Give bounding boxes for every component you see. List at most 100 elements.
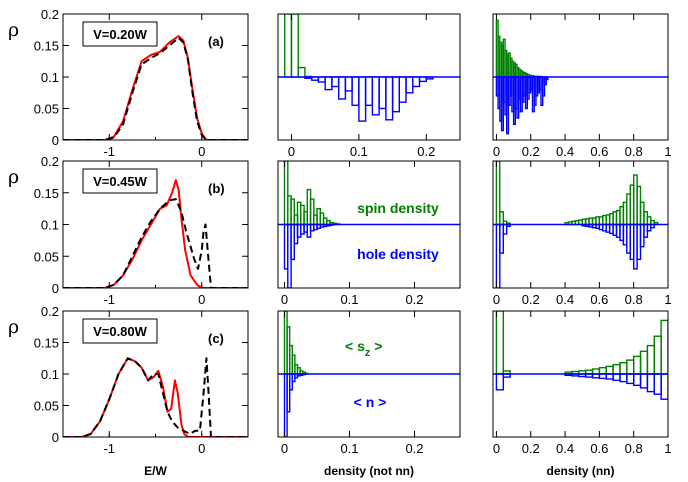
panel-label: (a) bbox=[208, 34, 224, 49]
sz-annotation: < sz > bbox=[345, 338, 382, 359]
panel-label: (b) bbox=[208, 181, 225, 196]
x-tick-label: 0.1 bbox=[340, 292, 358, 307]
plot-frame bbox=[277, 160, 461, 289]
panel-a-data bbox=[63, 35, 248, 140]
plot-frame bbox=[492, 160, 669, 289]
hole-density-bar bbox=[639, 373, 649, 389]
x-tick-label: 1 bbox=[664, 292, 671, 307]
panel-a-density-not-nn: 0 0.1 0.2 bbox=[277, 13, 461, 159]
x-tick-label: 0.4 bbox=[556, 292, 574, 307]
x-tick-label: 0.2 bbox=[405, 292, 423, 307]
y-axis-label: ρ bbox=[8, 166, 19, 188]
v-label-box bbox=[82, 318, 158, 344]
x-tick-label: 0.4 bbox=[556, 144, 574, 159]
x-tick-label: 0.2 bbox=[405, 441, 423, 456]
x-tick-label: 0.4 bbox=[556, 441, 574, 456]
hole-density-bar bbox=[358, 76, 367, 122]
spin-density-bar bbox=[284, 14, 293, 78]
y-tick-label: 0.15 bbox=[34, 336, 59, 351]
black-dashed-curve bbox=[63, 198, 248, 288]
panel-a: -1 0 0 0.05 0.1 0.15 0.2 ρ V=0.20W (a) bbox=[8, 7, 249, 159]
y-tick-label: 0.1 bbox=[41, 218, 59, 233]
panel-c-density-nn-data bbox=[493, 311, 668, 400]
x-axis-label: density (not nn) bbox=[324, 464, 414, 478]
y-tick-label: 0.2 bbox=[41, 7, 59, 22]
panel-b-data bbox=[63, 179, 248, 288]
red-solid-curve bbox=[63, 357, 248, 437]
hole-density-bar bbox=[660, 373, 668, 400]
y-tick-label: 0.15 bbox=[34, 186, 59, 201]
panel-c-density-not-nn-data bbox=[278, 311, 460, 437]
hole-density-bar bbox=[378, 76, 387, 110]
x-tick-label: 0.2 bbox=[417, 144, 435, 159]
x-tick-label: 0.6 bbox=[590, 441, 608, 456]
spin-density-annotation: spin density bbox=[357, 200, 439, 216]
x-tick-label: 1 bbox=[664, 441, 671, 456]
v-label-box bbox=[82, 21, 158, 47]
panel-b-density-not-nn: 0 0.1 0.2 spin density hole density bbox=[277, 160, 461, 307]
x-axis-label: E/W bbox=[144, 464, 167, 478]
v-label: V=0.45W bbox=[93, 174, 148, 189]
panel-c-data bbox=[63, 357, 248, 437]
y-axis-label: ρ bbox=[8, 316, 19, 338]
hole-density-annotation: hole density bbox=[357, 246, 439, 262]
red-solid-curve bbox=[63, 35, 248, 140]
spin-density-bar bbox=[639, 350, 649, 375]
hole-density-bar bbox=[391, 76, 401, 113]
black-dashed-curve bbox=[63, 36, 248, 140]
y-tick-label: 0.15 bbox=[34, 39, 59, 54]
x-tick-label: 0 bbox=[198, 292, 205, 307]
hole-density-bar bbox=[619, 373, 628, 383]
plot-frame bbox=[277, 310, 461, 438]
hole-density-bar bbox=[344, 76, 353, 92]
v-label: V=0.80W bbox=[93, 324, 148, 339]
hole-density-bar bbox=[398, 76, 407, 103]
spin-density-bar bbox=[605, 365, 614, 375]
x-tick-label: -1 bbox=[103, 144, 115, 159]
x-tick-label: 1 bbox=[664, 144, 671, 159]
y-tick-label: 0 bbox=[52, 281, 59, 296]
x-tick-label: 0 bbox=[493, 144, 500, 159]
x-tick-label: 0 bbox=[281, 441, 288, 456]
plot-frame bbox=[492, 13, 669, 141]
x-tick-label: 0.2 bbox=[522, 292, 540, 307]
panel-b: -1 0 0 0.05 0.1 0.15 0.2 ρ V=0.45W (b) bbox=[8, 154, 249, 307]
x-tick-label: -1 bbox=[103, 441, 115, 456]
spin-density-bar bbox=[653, 335, 662, 375]
hole-density-bar bbox=[405, 76, 414, 94]
hole-density-bar bbox=[364, 76, 374, 106]
black-dashed-curve bbox=[63, 357, 248, 437]
x-tick-label: 0 bbox=[288, 144, 295, 159]
hole-density-bar bbox=[633, 373, 642, 387]
x-tick-label: 0.2 bbox=[522, 441, 540, 456]
x-tick-label: 0.1 bbox=[340, 441, 358, 456]
plot-frame bbox=[277, 13, 461, 141]
hole-density-bar bbox=[412, 76, 421, 88]
panel-b-density-nn: 0 0.2 0.4 0.6 0.8 1 bbox=[492, 160, 672, 307]
panel-a-density-nn: 0 0.2 0.4 0.6 0.8 1 bbox=[492, 13, 672, 159]
panel-a-density-nn-data bbox=[493, 19, 668, 135]
x-tick-label: 0.8 bbox=[625, 441, 643, 456]
x-tick-label: 0.6 bbox=[590, 292, 608, 307]
y-tick-label: 0.1 bbox=[41, 367, 59, 382]
x-tick-label: -1 bbox=[103, 292, 115, 307]
spin-density-bar bbox=[626, 359, 635, 375]
spin-density-bar bbox=[660, 319, 668, 375]
y-tick-label: 0.05 bbox=[34, 399, 59, 414]
y-tick-label: 0.2 bbox=[41, 154, 59, 169]
hole-density-bar bbox=[338, 76, 347, 100]
red-solid-curve bbox=[63, 179, 248, 288]
hole-density-bar bbox=[324, 76, 333, 91]
panel-b-density-not-nn-data bbox=[278, 161, 460, 288]
x-tick-label: 0 bbox=[281, 292, 288, 307]
x-tick-label: 0 bbox=[198, 144, 205, 159]
spin-density-bar bbox=[290, 14, 299, 78]
v-label: V=0.20W bbox=[93, 27, 148, 42]
panel-c: -1 0 0 0.05 0.1 0.15 0.2 ρ V=0.80W (c) E/W bbox=[8, 304, 249, 478]
y-tick-label: 0.05 bbox=[34, 249, 59, 264]
x-tick-label: 0.1 bbox=[350, 144, 368, 159]
y-tick-label: 0.2 bbox=[41, 304, 59, 319]
x-tick-label: 0.2 bbox=[522, 144, 540, 159]
panel-a-density-not-nn-data bbox=[278, 14, 460, 122]
